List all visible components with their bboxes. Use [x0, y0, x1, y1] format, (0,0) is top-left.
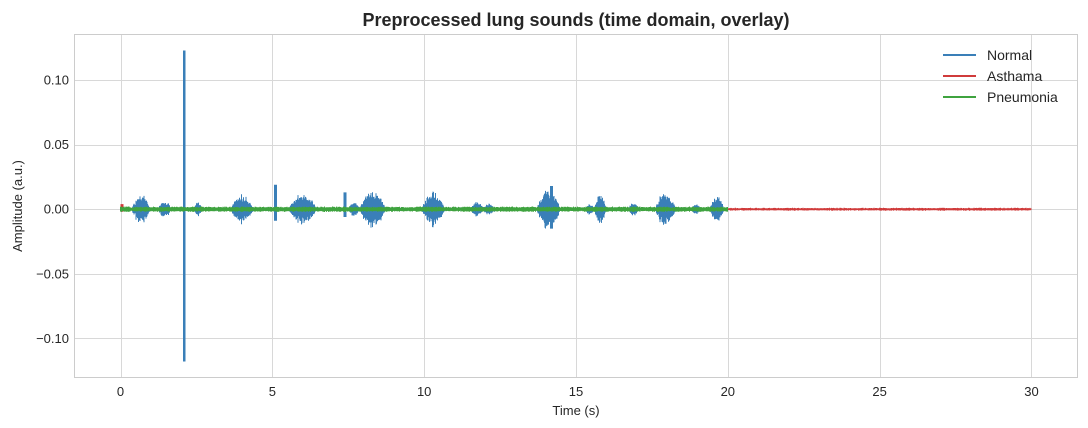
- y-tick-label: 0.05: [44, 137, 69, 152]
- x-tick-label: 30: [1024, 384, 1038, 399]
- chart-title: Preprocessed lung sounds (time domain, o…: [362, 10, 789, 30]
- x-tick-label: 0: [117, 384, 124, 399]
- x-tick-label: 5: [269, 384, 276, 399]
- legend-label: Pneumonia: [987, 89, 1058, 105]
- x-axis-label: Time (s): [552, 403, 599, 418]
- x-tick-labels: 0 5 10 15 20 25 30: [117, 384, 1039, 399]
- plot-frame: [74, 34, 1078, 378]
- legend-label: Normal: [987, 47, 1032, 63]
- x-tick-label: 10: [417, 384, 431, 399]
- legend: Normal Asthama Pneumonia: [943, 47, 1058, 105]
- grid: [75, 35, 1077, 377]
- series-line-pneumonia: [120, 206, 728, 212]
- y-tick-label: 0.00: [44, 202, 69, 217]
- legend-label: Asthama: [987, 68, 1042, 84]
- x-tick-label: 25: [872, 384, 886, 399]
- y-tick-label: −0.10: [36, 331, 69, 346]
- y-tick-label: −0.05: [36, 266, 69, 281]
- y-tick-label: 0.10: [44, 73, 69, 88]
- series-layer: [120, 50, 1032, 362]
- y-tick-labels: 0.10 0.05 0.00 −0.05 −0.10: [36, 73, 69, 346]
- x-tick-label: 15: [569, 384, 583, 399]
- y-axis-label: Amplitude (a.u.): [10, 160, 25, 252]
- x-tick-label: 20: [721, 384, 735, 399]
